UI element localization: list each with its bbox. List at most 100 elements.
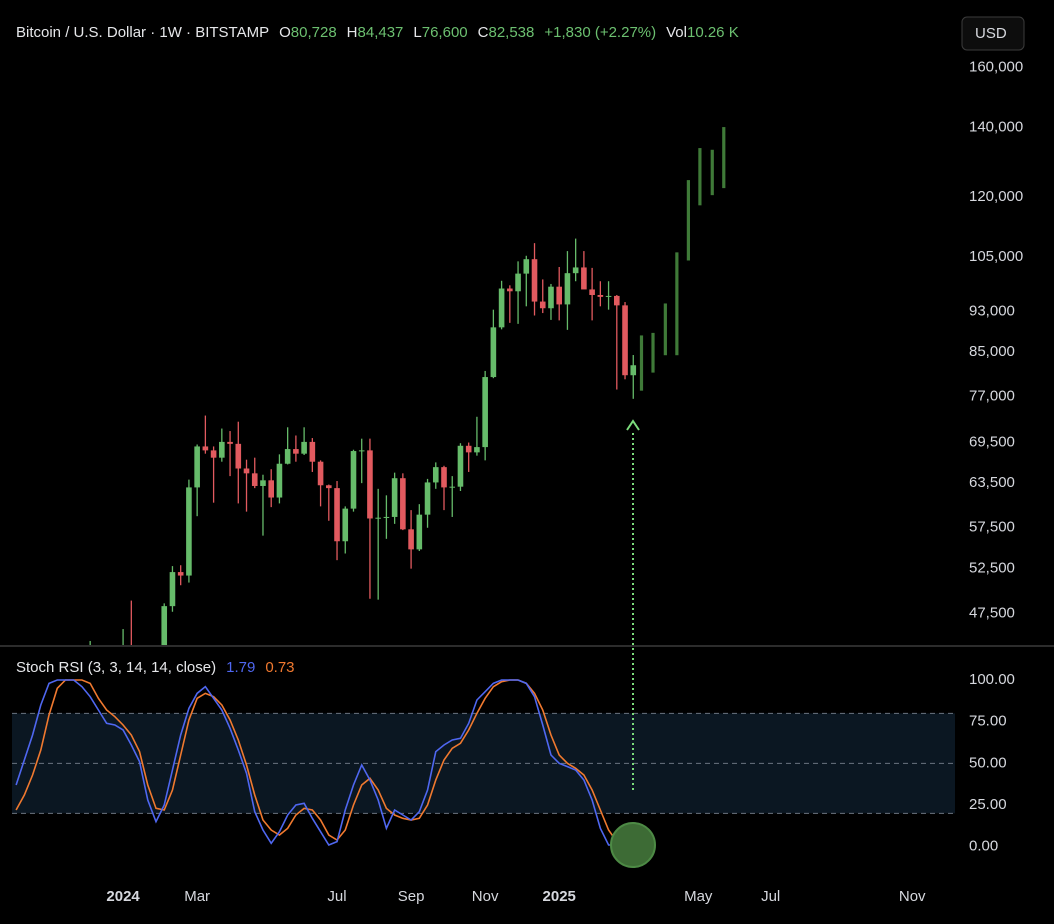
candle-body xyxy=(622,305,628,376)
x-tick-label: Jul xyxy=(761,888,780,905)
candle-body xyxy=(556,286,563,305)
y-tick-label: 105,000 xyxy=(969,248,1023,265)
candle-body xyxy=(424,482,431,515)
candle-body xyxy=(251,473,258,486)
candle-body xyxy=(605,295,612,297)
candle-body xyxy=(186,487,192,576)
candle-body xyxy=(572,267,579,274)
currency-label[interactable]: USD xyxy=(975,25,1007,42)
candle-body xyxy=(219,441,225,458)
x-tick-label: Sep xyxy=(398,888,425,905)
candle-body xyxy=(358,450,365,452)
candle-body xyxy=(507,288,513,292)
candle-body xyxy=(581,267,587,290)
candle-body xyxy=(564,273,571,305)
candle-body xyxy=(597,294,604,297)
candle-body xyxy=(177,572,184,576)
candle-body xyxy=(202,446,209,451)
stoch-line xyxy=(15,679,634,847)
y-tick-label: 0.00 xyxy=(969,838,998,855)
projection-bar xyxy=(651,332,655,373)
x-tick-label: Jul xyxy=(327,888,346,905)
y-tick-label: 25.00 xyxy=(969,796,1007,813)
candle-body xyxy=(523,259,530,274)
candle-body xyxy=(293,449,299,454)
candle-body xyxy=(457,445,464,487)
candle-body xyxy=(194,446,200,488)
candle-body xyxy=(22,853,28,866)
y-tick-label: 160,000 xyxy=(969,59,1023,76)
candle-body xyxy=(334,488,340,542)
ohlc-value: 76,600 xyxy=(421,23,468,41)
axes: 160,000 140,000 120,000 105,000 93,000 85,000… xyxy=(106,59,1023,905)
x-tick-label: Nov xyxy=(472,888,499,905)
candle-body xyxy=(243,468,250,474)
candle-body xyxy=(227,441,233,444)
candle-body xyxy=(375,517,381,519)
candle-body xyxy=(490,327,497,378)
volume-item: Vol 10.26 K xyxy=(666,24,739,41)
circle-annotation xyxy=(610,822,656,868)
projection-bar xyxy=(675,252,679,356)
arrow-head xyxy=(626,419,640,431)
candle-body xyxy=(350,451,357,509)
projection-bar xyxy=(710,149,714,196)
candle-body xyxy=(284,449,291,464)
x-tick-label: May xyxy=(684,888,713,905)
indicator-title: Stoch RSI (3, 3, 14, 14, close) xyxy=(16,658,217,676)
ohlc-key: H xyxy=(346,23,358,41)
candle-body xyxy=(309,441,316,462)
candle-body xyxy=(416,514,423,550)
stoch-pane xyxy=(12,679,955,847)
ohlc-key: O xyxy=(279,23,291,41)
ohlc-item: C 82,538 xyxy=(478,24,535,41)
candle-body xyxy=(367,450,373,519)
candle-body xyxy=(276,463,283,498)
candle-body xyxy=(342,508,349,542)
change-value: +1,830 (+2.27%) xyxy=(544,23,657,41)
candle-body xyxy=(30,820,36,866)
projection-bar xyxy=(663,303,667,356)
series-last-value: 0.73 xyxy=(265,658,295,676)
candle-body xyxy=(548,286,554,309)
y-tick-label: 140,000 xyxy=(969,119,1023,136)
candle-body xyxy=(539,301,546,309)
y-tick-label: 57,500 xyxy=(969,519,1015,536)
ohlc-item: H 84,437 xyxy=(347,24,404,41)
currency-button[interactable] xyxy=(961,16,1025,51)
series-last-value: 1.79 xyxy=(226,658,256,676)
candle-body xyxy=(391,478,398,517)
projection-bar xyxy=(722,127,726,189)
candle-body xyxy=(630,365,637,376)
volume-key: Vol xyxy=(666,23,687,41)
x-tick-label: Mar xyxy=(184,888,210,905)
candle-body xyxy=(235,443,242,469)
y-tick-label: 93,000 xyxy=(969,303,1015,320)
y-tick-label: 47,500 xyxy=(969,605,1015,622)
ohlc-value: 84,437 xyxy=(357,23,404,41)
y-tick-label: 50.00 xyxy=(969,754,1007,771)
candle-body xyxy=(515,273,521,292)
candle-body xyxy=(161,606,168,645)
ohlc-item: O 80,728 xyxy=(279,24,337,41)
candle-body xyxy=(268,480,275,498)
y-tick-label: 85,000 xyxy=(969,343,1015,360)
x-tick-label: Nov xyxy=(899,888,926,905)
ohlc-value: 82,538 xyxy=(488,23,535,41)
y-tick-label: 75.00 xyxy=(969,713,1007,730)
stoch-legend: Stoch RSI (3, 3, 14, 14, close) 1.79 0.73 xyxy=(16,657,295,677)
x-tick-label: 2024 xyxy=(106,888,140,905)
candle-body xyxy=(400,478,406,530)
candle-body xyxy=(13,853,19,868)
candle-body xyxy=(432,467,439,483)
candle-body xyxy=(441,467,447,488)
candle-body xyxy=(589,289,595,295)
y-tick-label: 63,500 xyxy=(969,474,1015,491)
candle-body xyxy=(482,377,488,448)
candle-body xyxy=(317,461,324,486)
stoch-line xyxy=(15,679,634,846)
candle-body xyxy=(383,516,390,518)
